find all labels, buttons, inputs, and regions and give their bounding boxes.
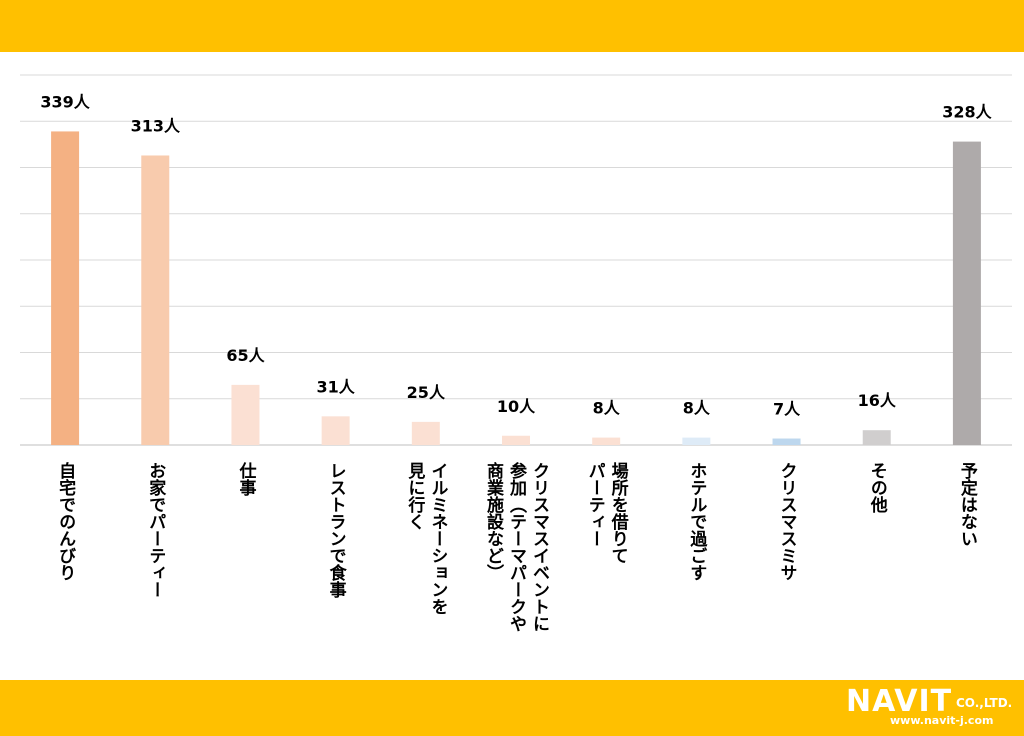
category-label: クリスマスミサ (777, 462, 797, 581)
category-label: レストランで食事 (326, 462, 347, 599)
category-label: イルミネーションを (427, 462, 448, 615)
bar (772, 438, 801, 445)
category-label: ホテルで過ごす (686, 462, 707, 581)
bar (862, 430, 891, 445)
bar (411, 421, 440, 445)
category-label: お家でパーティー (145, 462, 166, 598)
data-label: 339人 (40, 92, 90, 111)
bar (952, 141, 981, 445)
bar (502, 435, 530, 445)
bar (321, 416, 350, 445)
bar (592, 437, 621, 445)
data-label: 8人 (683, 399, 711, 418)
bar (682, 437, 711, 445)
navit-logo: NAVIT CO.,LTD. www.navit-j.com (846, 684, 1018, 730)
logo-suffix: CO.,LTD. (956, 696, 1013, 710)
data-label: 65人 (226, 346, 265, 365)
bar (51, 131, 80, 446)
category-label: パーティー (585, 462, 606, 547)
data-label: 313人 (131, 116, 181, 135)
logo-url: www.navit-j.com (890, 714, 994, 727)
category-label: 自宅でのんびり (55, 461, 76, 581)
bottom-banner (0, 680, 1024, 736)
category-label: 仕事 (235, 461, 256, 497)
top-banner (0, 0, 1024, 52)
category-label: 見に行く (404, 462, 426, 530)
category-label: クリスマスイベントに (529, 462, 550, 632)
category-label: その他 (867, 462, 889, 513)
category-label: 予定はない (957, 462, 978, 547)
data-label: 10人 (497, 397, 536, 416)
bar (231, 384, 260, 445)
logo-brand: NAVIT (846, 684, 953, 719)
bar (141, 155, 170, 445)
category-label: 商業施設など） (483, 461, 504, 581)
category-label: 場所を借りて (608, 462, 630, 564)
data-label: 328人 (942, 103, 992, 122)
data-label: 31人 (316, 377, 355, 396)
data-label: 25人 (407, 383, 446, 402)
category-label: 参加（テーマパークや (506, 461, 528, 632)
data-label: 7人 (773, 400, 801, 419)
data-label: 8人 (593, 399, 621, 418)
data-label: 16人 (858, 391, 897, 410)
